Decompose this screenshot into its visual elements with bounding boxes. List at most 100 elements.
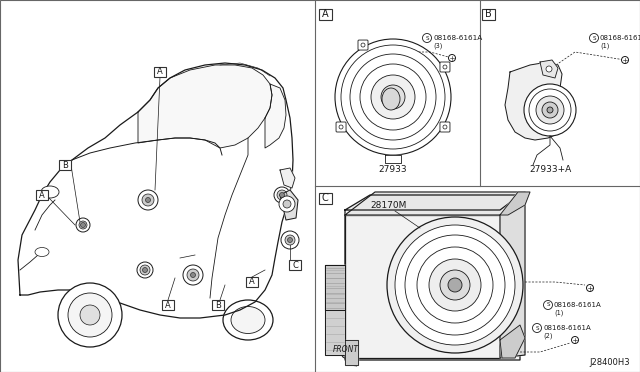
Circle shape (191, 273, 195, 278)
Text: 08168-6161A: 08168-6161A (554, 302, 602, 308)
FancyBboxPatch shape (336, 122, 346, 132)
Circle shape (274, 187, 290, 203)
Circle shape (572, 337, 579, 343)
Circle shape (542, 102, 558, 118)
Circle shape (140, 265, 150, 275)
Circle shape (371, 75, 415, 119)
Circle shape (429, 259, 481, 311)
Circle shape (536, 96, 564, 124)
FancyBboxPatch shape (212, 300, 224, 310)
FancyBboxPatch shape (481, 9, 495, 19)
Text: (1): (1) (600, 43, 609, 49)
Polygon shape (325, 265, 345, 355)
Circle shape (187, 269, 199, 281)
Circle shape (417, 247, 493, 323)
Text: 28170M: 28170M (370, 201, 406, 210)
Circle shape (183, 265, 203, 285)
Ellipse shape (231, 307, 265, 334)
Circle shape (281, 231, 299, 249)
Text: A: A (249, 278, 255, 286)
FancyBboxPatch shape (440, 122, 450, 132)
Text: A: A (322, 9, 328, 19)
Circle shape (422, 33, 431, 42)
Circle shape (145, 198, 150, 202)
Circle shape (395, 225, 515, 345)
FancyBboxPatch shape (289, 260, 301, 270)
Circle shape (79, 221, 87, 229)
Circle shape (287, 237, 292, 243)
Circle shape (524, 84, 576, 136)
Circle shape (279, 196, 295, 212)
Circle shape (449, 55, 456, 61)
Text: 08168-6161A: 08168-6161A (543, 325, 591, 331)
Circle shape (361, 43, 365, 47)
FancyBboxPatch shape (319, 9, 332, 19)
Ellipse shape (223, 300, 273, 340)
Circle shape (443, 65, 447, 69)
Text: J28400H3: J28400H3 (589, 358, 630, 367)
Circle shape (335, 39, 451, 155)
Polygon shape (385, 155, 401, 163)
Polygon shape (265, 84, 286, 148)
Circle shape (547, 107, 553, 113)
Ellipse shape (35, 247, 49, 257)
Circle shape (543, 301, 552, 310)
Text: S: S (592, 35, 596, 41)
Polygon shape (345, 215, 500, 358)
Polygon shape (345, 192, 525, 215)
Circle shape (76, 218, 90, 232)
Circle shape (586, 285, 593, 292)
FancyBboxPatch shape (246, 277, 258, 287)
Text: B: B (62, 160, 68, 170)
Text: B: B (484, 9, 492, 19)
Circle shape (285, 235, 295, 245)
FancyBboxPatch shape (36, 190, 48, 200)
Circle shape (387, 217, 523, 353)
Circle shape (81, 222, 86, 228)
Text: A: A (157, 67, 163, 77)
Circle shape (443, 125, 447, 129)
Circle shape (68, 293, 112, 337)
Text: A: A (165, 301, 171, 310)
Text: FRONT: FRONT (333, 345, 359, 354)
Circle shape (621, 57, 628, 64)
Polygon shape (345, 210, 520, 360)
Polygon shape (500, 325, 525, 358)
Text: C: C (292, 260, 298, 269)
Polygon shape (345, 340, 358, 365)
Circle shape (138, 190, 158, 210)
FancyBboxPatch shape (358, 40, 368, 50)
Circle shape (277, 190, 287, 200)
Text: 27933+A: 27933+A (529, 165, 571, 174)
Polygon shape (138, 65, 272, 148)
Circle shape (283, 200, 291, 208)
Polygon shape (345, 195, 520, 210)
Text: S: S (547, 302, 550, 308)
Circle shape (280, 192, 285, 198)
Ellipse shape (382, 88, 400, 110)
Circle shape (80, 305, 100, 325)
Circle shape (143, 267, 147, 273)
Circle shape (58, 283, 122, 347)
Text: A: A (39, 190, 45, 199)
Circle shape (341, 45, 445, 149)
FancyBboxPatch shape (319, 192, 332, 203)
Polygon shape (280, 190, 298, 220)
FancyBboxPatch shape (162, 300, 174, 310)
Polygon shape (500, 192, 525, 358)
Text: (2): (2) (543, 333, 552, 339)
Polygon shape (505, 62, 575, 140)
Circle shape (350, 54, 436, 140)
Polygon shape (540, 60, 558, 78)
Ellipse shape (41, 186, 59, 198)
FancyBboxPatch shape (59, 160, 71, 170)
Text: S: S (425, 35, 429, 41)
Polygon shape (325, 265, 345, 310)
Circle shape (360, 64, 426, 130)
Circle shape (529, 89, 571, 131)
Text: C: C (322, 193, 328, 203)
Circle shape (532, 324, 541, 333)
Circle shape (142, 194, 154, 206)
Polygon shape (500, 192, 530, 215)
FancyBboxPatch shape (154, 67, 166, 77)
